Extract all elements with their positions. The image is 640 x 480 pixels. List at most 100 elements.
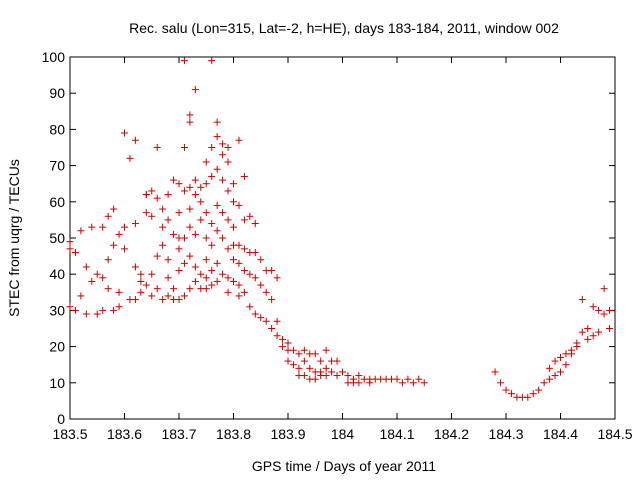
x-axis: 183.5 183.6 183.7 183.8 183.9 184 184.1 184.2 18… bbox=[52, 57, 633, 442]
data-point bbox=[93, 270, 101, 278]
data-point bbox=[573, 343, 581, 351]
data-point bbox=[170, 230, 178, 238]
data-point bbox=[317, 357, 325, 365]
data-point bbox=[213, 277, 221, 285]
data-point bbox=[589, 303, 597, 311]
data-point bbox=[251, 220, 259, 228]
data-point bbox=[246, 270, 254, 278]
data-point bbox=[355, 372, 363, 380]
data-point bbox=[584, 325, 592, 332]
data-point bbox=[535, 386, 543, 394]
data-point bbox=[153, 194, 161, 202]
data-point bbox=[197, 216, 205, 224]
data-point bbox=[240, 216, 248, 224]
data-point bbox=[595, 306, 603, 314]
data-point bbox=[230, 256, 237, 264]
data-point bbox=[191, 277, 199, 285]
x-tick-label: 184.2 bbox=[434, 426, 469, 442]
data-point bbox=[415, 375, 423, 383]
data-point bbox=[300, 346, 308, 354]
data-point bbox=[339, 368, 346, 376]
data-point bbox=[524, 393, 532, 401]
data-point bbox=[202, 209, 210, 217]
data-point bbox=[251, 274, 259, 282]
data-point bbox=[153, 285, 161, 293]
data-point bbox=[202, 285, 210, 293]
data-point bbox=[208, 172, 216, 180]
data-point bbox=[202, 256, 210, 264]
y-tick-label: 60 bbox=[49, 194, 65, 210]
data-point bbox=[213, 259, 221, 267]
data-point bbox=[175, 209, 183, 217]
data-point bbox=[295, 364, 303, 372]
data-point bbox=[180, 144, 188, 151]
data-point bbox=[186, 285, 194, 293]
data-point bbox=[186, 252, 194, 260]
data-point bbox=[71, 248, 79, 256]
data-point bbox=[551, 372, 559, 380]
data-point bbox=[148, 212, 156, 220]
x-tick-label: 183.9 bbox=[270, 426, 305, 442]
data-point bbox=[311, 350, 319, 358]
data-point bbox=[77, 227, 85, 235]
data-point bbox=[191, 191, 199, 199]
data-point bbox=[164, 274, 172, 282]
data-point bbox=[159, 241, 167, 249]
data-point bbox=[289, 346, 297, 354]
data-point bbox=[202, 180, 210, 188]
data-point bbox=[284, 339, 292, 347]
data-point bbox=[273, 332, 281, 340]
data-point bbox=[589, 332, 597, 340]
data-point bbox=[262, 288, 270, 296]
plot-frame bbox=[69, 56, 616, 420]
data-point bbox=[142, 191, 150, 199]
data-point bbox=[104, 256, 112, 264]
data-point bbox=[584, 335, 592, 343]
data-point bbox=[284, 357, 292, 365]
data-point bbox=[420, 379, 428, 387]
data-point bbox=[104, 212, 112, 220]
data-point bbox=[131, 263, 139, 271]
data-point bbox=[268, 325, 276, 332]
data-point bbox=[235, 259, 243, 267]
data-point bbox=[279, 335, 287, 343]
data-point bbox=[186, 205, 194, 213]
data-point bbox=[557, 353, 564, 361]
y-tick-label: 20 bbox=[49, 339, 65, 355]
data-point bbox=[578, 328, 586, 336]
data-point bbox=[208, 144, 216, 151]
data-point bbox=[186, 111, 194, 119]
data-point bbox=[507, 390, 515, 398]
y-tick-label: 10 bbox=[49, 375, 65, 391]
y-tick-label: 70 bbox=[49, 158, 65, 174]
y-axis: 0 10 20 30 40 50 60 70 80 90 100 bbox=[42, 49, 615, 427]
data-point bbox=[230, 180, 237, 188]
data-point bbox=[235, 136, 243, 144]
data-point bbox=[306, 364, 314, 372]
data-point bbox=[328, 368, 336, 376]
data-point bbox=[148, 187, 156, 195]
data-point bbox=[224, 245, 232, 253]
data-point bbox=[153, 144, 161, 151]
data-point bbox=[262, 317, 270, 325]
data-point bbox=[180, 57, 188, 65]
data-point bbox=[224, 274, 232, 282]
data-point bbox=[131, 220, 139, 228]
data-point bbox=[279, 343, 287, 351]
data-point bbox=[600, 285, 608, 293]
y-tick-label: 50 bbox=[49, 230, 65, 246]
data-point bbox=[240, 267, 248, 275]
data-point bbox=[191, 86, 199, 94]
data-point bbox=[208, 267, 216, 275]
data-point bbox=[170, 285, 178, 293]
data-point bbox=[502, 386, 510, 394]
data-point bbox=[175, 267, 183, 275]
data-point bbox=[137, 270, 145, 278]
data-point bbox=[202, 158, 210, 166]
data-point bbox=[251, 248, 259, 256]
data-point bbox=[121, 245, 128, 253]
data-point bbox=[186, 183, 194, 191]
y-tick-label: 90 bbox=[49, 85, 65, 101]
x-tick-label: 184.3 bbox=[488, 426, 523, 442]
data-point bbox=[219, 176, 227, 184]
